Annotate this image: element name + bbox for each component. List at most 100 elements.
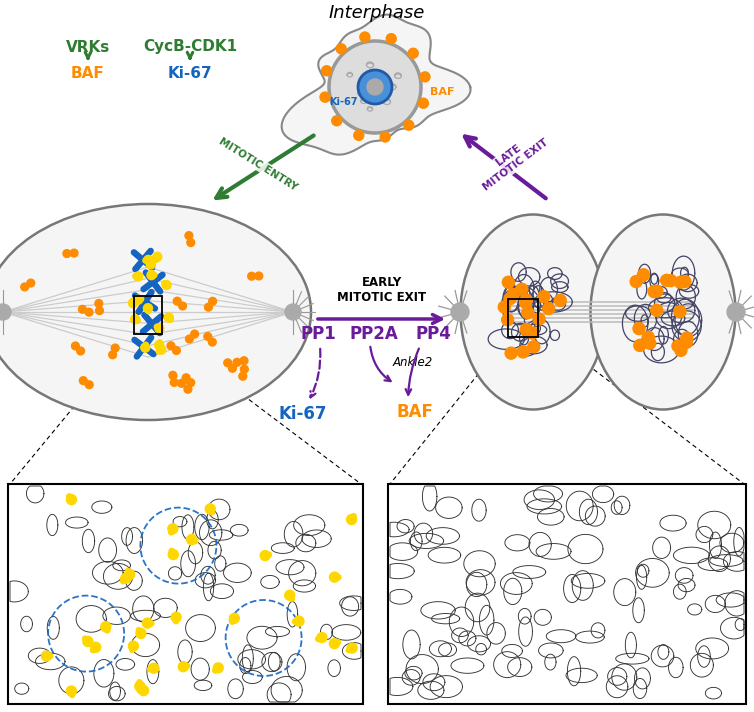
Circle shape — [285, 304, 301, 320]
Circle shape — [403, 581, 414, 591]
Circle shape — [149, 663, 159, 674]
Circle shape — [731, 669, 741, 679]
Circle shape — [136, 629, 146, 639]
Circle shape — [169, 530, 173, 535]
Circle shape — [329, 639, 339, 649]
Text: LATE
MITOTIC EXIT: LATE MITOTIC EXIT — [474, 127, 550, 192]
Circle shape — [644, 337, 656, 350]
Ellipse shape — [461, 214, 605, 409]
Circle shape — [260, 550, 270, 560]
Circle shape — [193, 539, 198, 544]
Circle shape — [63, 250, 71, 258]
Circle shape — [204, 303, 213, 311]
Circle shape — [412, 578, 423, 589]
Circle shape — [101, 622, 111, 632]
Circle shape — [507, 288, 520, 300]
Text: Interphase: Interphase — [329, 4, 425, 22]
Circle shape — [651, 286, 663, 297]
Circle shape — [691, 546, 701, 556]
Circle shape — [476, 642, 486, 652]
Circle shape — [485, 639, 495, 649]
Circle shape — [386, 33, 396, 43]
Circle shape — [608, 502, 619, 513]
Circle shape — [233, 358, 241, 366]
Circle shape — [674, 305, 686, 318]
Circle shape — [77, 347, 84, 355]
Circle shape — [83, 637, 93, 646]
Circle shape — [128, 641, 139, 651]
Circle shape — [516, 283, 528, 295]
Circle shape — [162, 281, 171, 290]
Circle shape — [570, 600, 581, 610]
Circle shape — [418, 98, 428, 108]
Circle shape — [173, 619, 179, 624]
Circle shape — [360, 32, 370, 42]
Circle shape — [332, 116, 342, 126]
Circle shape — [143, 258, 148, 263]
Circle shape — [351, 513, 356, 518]
Circle shape — [130, 315, 139, 324]
Circle shape — [146, 260, 155, 269]
Circle shape — [453, 684, 464, 693]
Circle shape — [435, 561, 446, 572]
Circle shape — [679, 276, 691, 288]
Circle shape — [533, 313, 545, 325]
Circle shape — [428, 681, 439, 691]
Circle shape — [173, 347, 180, 355]
Circle shape — [248, 272, 256, 280]
Circle shape — [157, 340, 162, 345]
Bar — [508, 299, 538, 337]
Circle shape — [169, 548, 174, 553]
Circle shape — [78, 305, 87, 313]
Circle shape — [526, 327, 538, 339]
Circle shape — [143, 304, 152, 313]
Circle shape — [637, 268, 649, 281]
Circle shape — [167, 342, 175, 350]
Circle shape — [135, 681, 145, 691]
Circle shape — [137, 688, 142, 693]
Circle shape — [290, 596, 295, 601]
Circle shape — [0, 304, 11, 320]
Circle shape — [179, 302, 186, 310]
Text: PP1: PP1 — [300, 325, 336, 343]
Circle shape — [185, 664, 190, 669]
Circle shape — [153, 252, 162, 261]
Text: BAF: BAF — [430, 87, 455, 97]
Circle shape — [501, 314, 513, 326]
Circle shape — [673, 554, 683, 564]
Circle shape — [631, 637, 642, 647]
Circle shape — [401, 529, 412, 539]
Circle shape — [420, 72, 430, 82]
Circle shape — [661, 274, 673, 286]
Circle shape — [529, 561, 540, 571]
Circle shape — [150, 259, 155, 264]
Circle shape — [208, 338, 216, 346]
Circle shape — [178, 379, 185, 387]
Circle shape — [572, 655, 581, 666]
Circle shape — [128, 298, 137, 308]
Circle shape — [578, 593, 588, 604]
Circle shape — [241, 365, 248, 373]
Circle shape — [294, 616, 304, 626]
Circle shape — [112, 344, 119, 352]
Circle shape — [520, 323, 532, 335]
Circle shape — [168, 318, 173, 323]
Text: MITOTIC ENTRY: MITOTIC ENTRY — [217, 136, 299, 192]
Circle shape — [651, 304, 663, 316]
Circle shape — [178, 661, 188, 671]
Text: Ki-67: Ki-67 — [329, 97, 357, 107]
Circle shape — [697, 553, 707, 564]
Circle shape — [139, 686, 149, 696]
Circle shape — [317, 632, 327, 642]
Ellipse shape — [590, 214, 735, 409]
Circle shape — [162, 281, 167, 286]
Circle shape — [665, 275, 677, 287]
Circle shape — [239, 372, 247, 380]
Circle shape — [170, 379, 178, 387]
Circle shape — [136, 627, 141, 632]
Circle shape — [224, 359, 231, 367]
Circle shape — [96, 307, 103, 315]
Circle shape — [21, 283, 29, 290]
Circle shape — [520, 294, 532, 306]
Circle shape — [642, 331, 654, 343]
